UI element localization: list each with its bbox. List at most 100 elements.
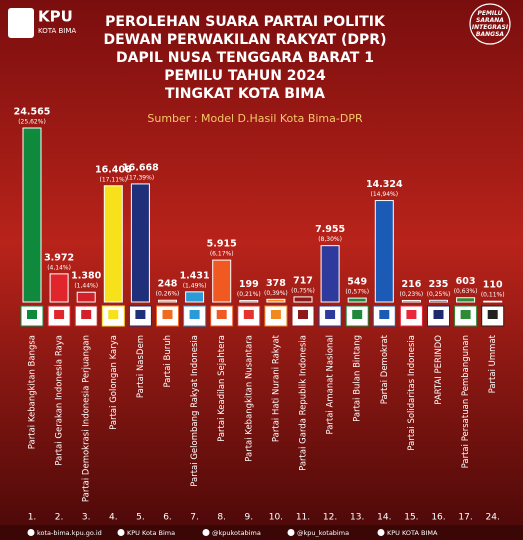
party-name: PARTAI PERINDO	[434, 335, 444, 405]
bar	[76, 291, 96, 303]
title-line: PEROLEHAN SUARA PARTAI POLITIK	[105, 14, 386, 30]
value-label: 7.955	[315, 224, 345, 235]
party-number: 3.	[82, 513, 91, 523]
value-label: 199	[239, 279, 259, 290]
party-logo-mark	[270, 310, 281, 319]
party-name: Partai Hati Nurani Rakyat	[271, 334, 281, 442]
percent-label: (4,14%)	[47, 264, 71, 271]
footer-text: KPU KOTA BIMA	[387, 529, 438, 537]
party-number: 12.	[323, 513, 337, 523]
footer-bar	[0, 525, 523, 540]
percent-label: (17,11%)	[100, 176, 128, 183]
title-group: PEROLEHAN SUARA PARTAI POLITIK DEWAN PERW…	[104, 14, 387, 102]
bar	[158, 299, 177, 303]
value-label: 248	[158, 279, 178, 290]
party-number: 6.	[163, 513, 172, 523]
percent-label: (0,23%)	[400, 291, 424, 298]
percent-label: (0,25%)	[427, 291, 451, 298]
party-number: 2.	[55, 513, 64, 523]
bar	[49, 273, 69, 303]
bar	[130, 183, 150, 303]
party-number: 11.	[296, 513, 310, 523]
value-label: 5.915	[207, 239, 237, 250]
party-name: Partai Persatuan Pembangunan	[461, 335, 471, 468]
percent-label: (0,63%)	[454, 288, 478, 295]
party-logo-mark	[243, 310, 254, 319]
title-line: DEWAN PERWAKILAN RAKYAT (DPR)	[104, 32, 387, 48]
party-number: 13.	[350, 513, 364, 523]
party-logo-mark	[487, 310, 498, 319]
party-name: Partai Bulan Bintang	[353, 335, 363, 422]
party-logo-mark	[379, 310, 390, 319]
party-number: 15.	[404, 513, 418, 523]
percent-label: (0,26%)	[156, 291, 180, 298]
value-label: 110	[483, 280, 503, 291]
percent-label: (25,62%)	[18, 119, 46, 126]
percent-label: (0,57%)	[345, 289, 369, 296]
party-name: Partai Demokrat	[380, 334, 390, 404]
party-name: Partai Demokrasi Indonesia Perjuangan	[82, 335, 92, 502]
party-name: Partai Golongan Karya	[109, 335, 119, 430]
party-number: 7.	[190, 513, 199, 523]
bar	[456, 297, 476, 303]
value-label: 216	[401, 279, 421, 290]
kpu-emblem	[8, 8, 34, 38]
footer-icon	[202, 529, 210, 536]
value-label: 1.431	[180, 270, 210, 281]
value-label: 603	[456, 276, 476, 287]
party-logo-mark	[135, 310, 146, 319]
value-label: 378	[266, 278, 286, 289]
party-logo-mark	[406, 310, 417, 319]
value-label: 24.565	[14, 107, 51, 118]
party-name: Partai Amanat Nasional	[326, 335, 336, 435]
party-number: 5.	[136, 513, 145, 523]
value-label: 717	[293, 275, 313, 286]
percent-label: (17,39%)	[127, 174, 155, 181]
percent-label: (0,39%)	[264, 290, 288, 297]
value-label: 3.972	[44, 252, 74, 263]
party-number: 4.	[109, 513, 118, 523]
bar	[401, 299, 421, 303]
party-name: Partai Kebangkitan Nusantara	[244, 335, 254, 462]
party-number: 10.	[269, 513, 283, 523]
value-label: 235	[429, 279, 449, 290]
footer-text: @kpukotabima	[212, 529, 261, 537]
party-number: 17.	[458, 513, 472, 523]
party-logo-mark	[298, 310, 308, 319]
value-label: 549	[347, 277, 367, 288]
party-logo-mark	[108, 310, 119, 319]
title-line: DAPIL NUSA TENGGARA BARAT 1	[116, 50, 374, 66]
stamp: PEMILU SARANA INTEGRASI BANGSA	[471, 10, 509, 38]
bar	[429, 299, 448, 303]
percent-label: (0,11%)	[481, 292, 505, 299]
value-label: 14.324	[366, 179, 403, 190]
bar	[22, 127, 42, 303]
footer-icon	[117, 529, 125, 536]
percent-label: (14,94%)	[371, 191, 399, 198]
value-label: 16.668	[122, 162, 159, 173]
party-name: Partai Garda Republik Indonesia	[299, 335, 309, 471]
percent-label: (0,75%)	[291, 287, 315, 294]
party-name: Partai NasDem	[136, 335, 146, 398]
subtitle: Sumber : Model D.Hasil Kota Bima-DPR	[147, 112, 363, 125]
value-label: 1.380	[71, 271, 101, 282]
bar	[483, 300, 503, 303]
party-number: 9.	[245, 513, 254, 523]
bar	[293, 296, 313, 303]
bar	[185, 291, 205, 303]
party-number: 24.	[486, 513, 500, 523]
bar	[239, 300, 259, 303]
percent-label: (1,49%)	[183, 282, 207, 289]
bar	[347, 297, 367, 303]
party-name: Partai Gerakan Indonesia Raya	[55, 335, 65, 466]
footer-icon	[27, 529, 35, 536]
party-name: Partai Gelombang Rakyat Indonesia	[190, 335, 200, 487]
party-name: Partai Keadilan Sejahtera	[217, 335, 227, 442]
party-logo-mark	[54, 310, 65, 319]
party-logo-mark	[325, 310, 336, 319]
percent-label: (8,30%)	[318, 236, 342, 243]
party-name: Partai Ummat	[488, 334, 498, 393]
party-logo-mark	[189, 310, 200, 319]
